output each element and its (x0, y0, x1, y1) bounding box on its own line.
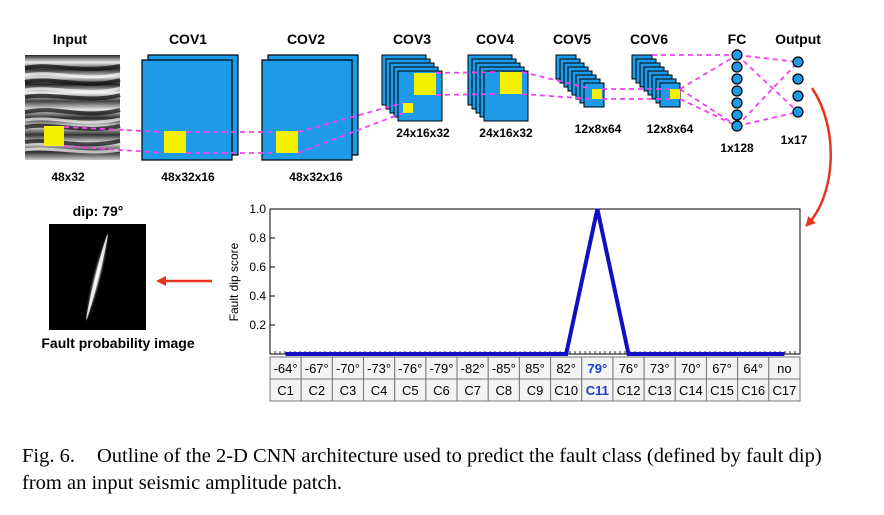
dip-class-label: 79° (588, 361, 608, 376)
y-tick-label: 1.0 (249, 202, 266, 216)
cov1-block (141, 54, 239, 161)
fc-layer-nodes (731, 49, 743, 132)
class-id-label: C14 (679, 383, 703, 398)
class-id-label: C13 (648, 383, 672, 398)
class-id-label: C16 (741, 383, 765, 398)
input-title: Input (53, 31, 88, 47)
dip-class-label: -73° (367, 361, 391, 376)
cov5-block (555, 54, 605, 108)
dip-label: dip: 79° (73, 203, 124, 219)
output-layer-nodes (792, 56, 804, 118)
input-seismic-image (24, 55, 121, 160)
class-id-label: C6 (433, 383, 450, 398)
cov3-title: COV3 (393, 31, 431, 47)
dip-class-label: 82° (556, 361, 576, 376)
table-cell (768, 378, 801, 402)
class-id-label: C11 (586, 383, 609, 398)
input-patch (44, 126, 64, 146)
dip-class-label: -67° (305, 361, 329, 376)
dip-class-label: -64° (274, 361, 298, 376)
cov4-title: COV4 (476, 31, 514, 47)
cov1-dim: 48x32x16 (161, 170, 215, 184)
cov5-dim: 12x8x64 (575, 122, 622, 136)
fault-probability-image (49, 224, 146, 330)
cov1-title: COV1 (169, 31, 207, 47)
dip-class-label: 85° (525, 361, 545, 376)
cov4-dim: 24x16x32 (479, 126, 533, 140)
fault-image-label: Fault probability image (41, 335, 194, 351)
input-dim: 48x32 (51, 170, 85, 184)
class-id-label: C8 (496, 383, 513, 398)
fault-score-chart: 1.0 0.8 0.6 0.4 0.2 Fault dip score (227, 202, 801, 356)
y-axis: 1.0 0.8 0.6 0.4 0.2 (249, 202, 275, 332)
class-id-label: C2 (308, 383, 325, 398)
class-id-label: C5 (402, 383, 419, 398)
dip-class-label: no (777, 361, 791, 376)
y-axis-label: Fault dip score (227, 242, 241, 321)
class-id-label: C15 (710, 383, 734, 398)
cov5-title: COV5 (553, 31, 591, 47)
series-line (285, 208, 785, 356)
class-id-label: C7 (464, 383, 481, 398)
cov2-block (261, 54, 359, 161)
dip-class-label: -76° (398, 361, 422, 376)
dip-class-label: -79° (429, 361, 453, 376)
class-id-label: C4 (371, 383, 388, 398)
dip-class-label: -82° (461, 361, 485, 376)
dip-class-label: 64° (743, 361, 763, 376)
arrow-to-chart (805, 87, 833, 227)
y-tick-label: 0.8 (249, 231, 266, 245)
class-id-label: C3 (340, 383, 357, 398)
output-title: Output (775, 31, 821, 47)
plot-frame (269, 208, 801, 355)
class-table: -64° -67° -70° -73° -76° -79° -82° -85° 85° 82° 79… (269, 356, 801, 402)
class-id-label: C9 (527, 383, 544, 398)
dip-class-label: 76° (619, 361, 639, 376)
y-tick-label: 0.2 (249, 318, 266, 332)
class-id-label: C12 (617, 383, 641, 398)
cov2-title: COV2 (287, 31, 325, 47)
dip-class-label: -70° (336, 361, 360, 376)
dip-class-label: 67° (712, 361, 732, 376)
caption-figure-number: Fig. 6. (22, 445, 75, 467)
connector-lines (63, 54, 799, 154)
cnn-architecture-figure: Input COV1 COV2 COV3 COV4 COV5 COV6 FC O… (24, 31, 833, 402)
y-tick-label: 0.6 (249, 260, 266, 274)
class-id-label: C1 (277, 383, 294, 398)
cov3-dim: 24x16x32 (396, 126, 450, 140)
cov2-dim: 48x32x16 (289, 170, 343, 184)
cov6-dim: 12x8x64 (647, 122, 694, 136)
class-id-label: C10 (554, 383, 578, 398)
caption-text: Outline of the 2-D CNN architecture used… (22, 445, 822, 494)
class-id-label: C17 (772, 383, 796, 398)
y-tick-label: 0.4 (249, 289, 266, 303)
fc-dim: 1x128 (720, 141, 754, 155)
dip-class-label: 70° (681, 361, 701, 376)
dip-class-label: 73° (650, 361, 670, 376)
figure-caption: Fig. 6. Outline of the 2-D CNN architectu… (22, 443, 842, 497)
cov4-block (467, 54, 529, 122)
fc-title: FC (728, 31, 747, 47)
output-dim: 1x17 (781, 133, 808, 147)
dip-class-label: -85° (492, 361, 516, 376)
cov3-block (381, 54, 443, 122)
cov6-title: COV6 (630, 31, 668, 47)
